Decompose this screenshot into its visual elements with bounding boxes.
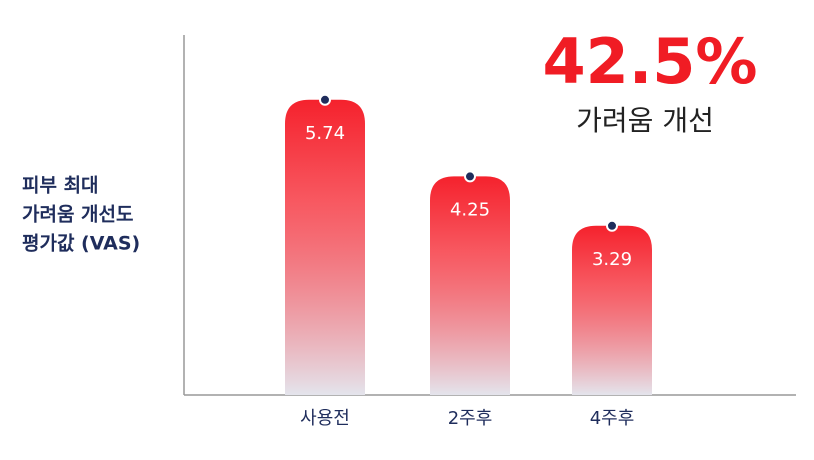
value-label: 3.29 (592, 249, 632, 270)
annotation: 42.5% (542, 25, 757, 98)
y-label-line: 평가값 (VAS) (22, 233, 140, 255)
value-label: 5.74 (305, 123, 345, 144)
annotation-caption: 가려움 개선 (576, 104, 714, 137)
bar (572, 225, 652, 395)
x-tick-label: 사용전 (300, 408, 350, 429)
y-label-line: 피부 최대 (22, 175, 99, 197)
marker-dot (319, 93, 331, 106)
marker-dot (606, 219, 618, 232)
x-tick-label: 2주후 (448, 408, 493, 429)
x-tick-label: 4주후 (590, 408, 635, 429)
marker-dot (464, 170, 476, 183)
y-label-line: 가려움 개선도 (22, 204, 134, 226)
value-label: 4.25 (450, 199, 490, 220)
bar (430, 176, 510, 395)
y-axis-title: 피부 최대 가려움 개선도 평가값 (VAS) (22, 175, 140, 255)
bar (285, 99, 365, 396)
